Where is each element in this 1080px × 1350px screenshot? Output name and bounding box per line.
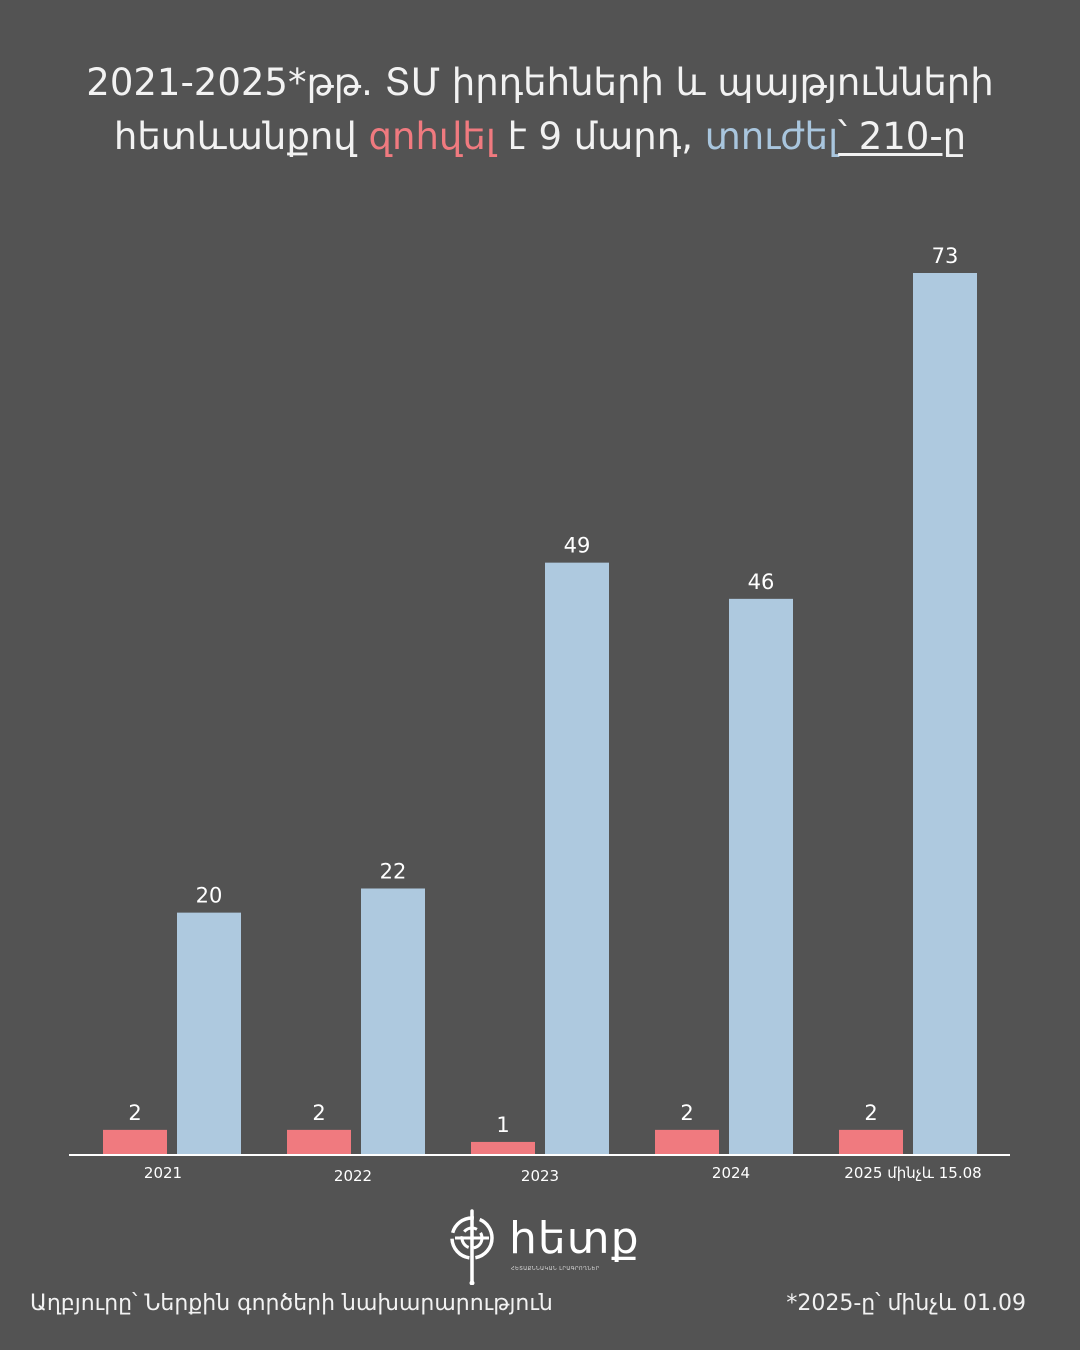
data-label-injured-0: 20 — [196, 884, 223, 908]
bar-killed-0 — [103, 1129, 167, 1154]
title-killed-word: զոհվել — [368, 115, 496, 158]
hetq-logo: հետք ՀԵՏԱՔՆՆԱԿԱՆ ԼՐԱԳՐՈՂՆԵՐ — [447, 1205, 647, 1286]
category-label-2: 2023 — [521, 1167, 559, 1185]
data-label-killed-4: 2 — [864, 1101, 877, 1125]
data-label-killed-3: 2 — [680, 1101, 693, 1125]
title-injured-word: տուժել — [704, 115, 839, 158]
data-label-injured-1: 22 — [380, 859, 407, 883]
data-label-injured-3: 46 — [748, 570, 775, 594]
bar-injured-3 — [729, 598, 793, 1154]
data-label-killed-0: 2 — [128, 1101, 141, 1125]
bar-injured-2 — [545, 562, 609, 1154]
bar-killed-4 — [839, 1129, 903, 1154]
title-line-2-start: հետևանքով — [113, 115, 357, 158]
category-label-3: 2024 — [712, 1164, 750, 1182]
logo-wordmark: հետք — [509, 1213, 640, 1264]
title-line-2-middle: է 9 մարդ, — [507, 115, 693, 158]
category-label-4: 2025 մինչև 15.08 — [844, 1164, 981, 1182]
category-label-0: 2021 — [144, 1164, 182, 1182]
title-line-2-end: ՝ 210-ը — [838, 115, 967, 158]
bar-killed-1 — [287, 1129, 351, 1154]
chart-title: 2021-2025*թթ. ՏՄ իրդեհների և պայթյուններ… — [40, 56, 1040, 164]
bar-injured-4 — [913, 273, 977, 1154]
data-label-injured-4: 73 — [932, 244, 959, 268]
data-label-killed-1: 2 — [312, 1101, 325, 1125]
category-label-1: 2022 — [334, 1167, 372, 1185]
hetq-logo-icon — [450, 1209, 494, 1286]
bar-killed-3 — [655, 1129, 719, 1154]
title-line-1: 2021-2025*թթ. ՏՄ իրդեհների և պայթյուններ… — [86, 61, 994, 104]
data-label-injured-2: 49 — [564, 534, 591, 558]
date-footnote: *2025-ը՝ մինչև 01.09 — [786, 1291, 1026, 1316]
source-note: Աղբյուրը՝ Ներքին գործերի նախարարություն — [30, 1291, 553, 1316]
logo-subtitle: ՀԵՏԱՔՆՆԱԿԱՆ ԼՐԱԳՐՈՂՆԵՐ — [511, 1266, 600, 1272]
data-label-killed-2: 1 — [496, 1113, 509, 1137]
bar-injured-1 — [361, 888, 425, 1154]
bar-injured-0 — [177, 912, 241, 1154]
bar-killed-2 — [471, 1141, 535, 1154]
